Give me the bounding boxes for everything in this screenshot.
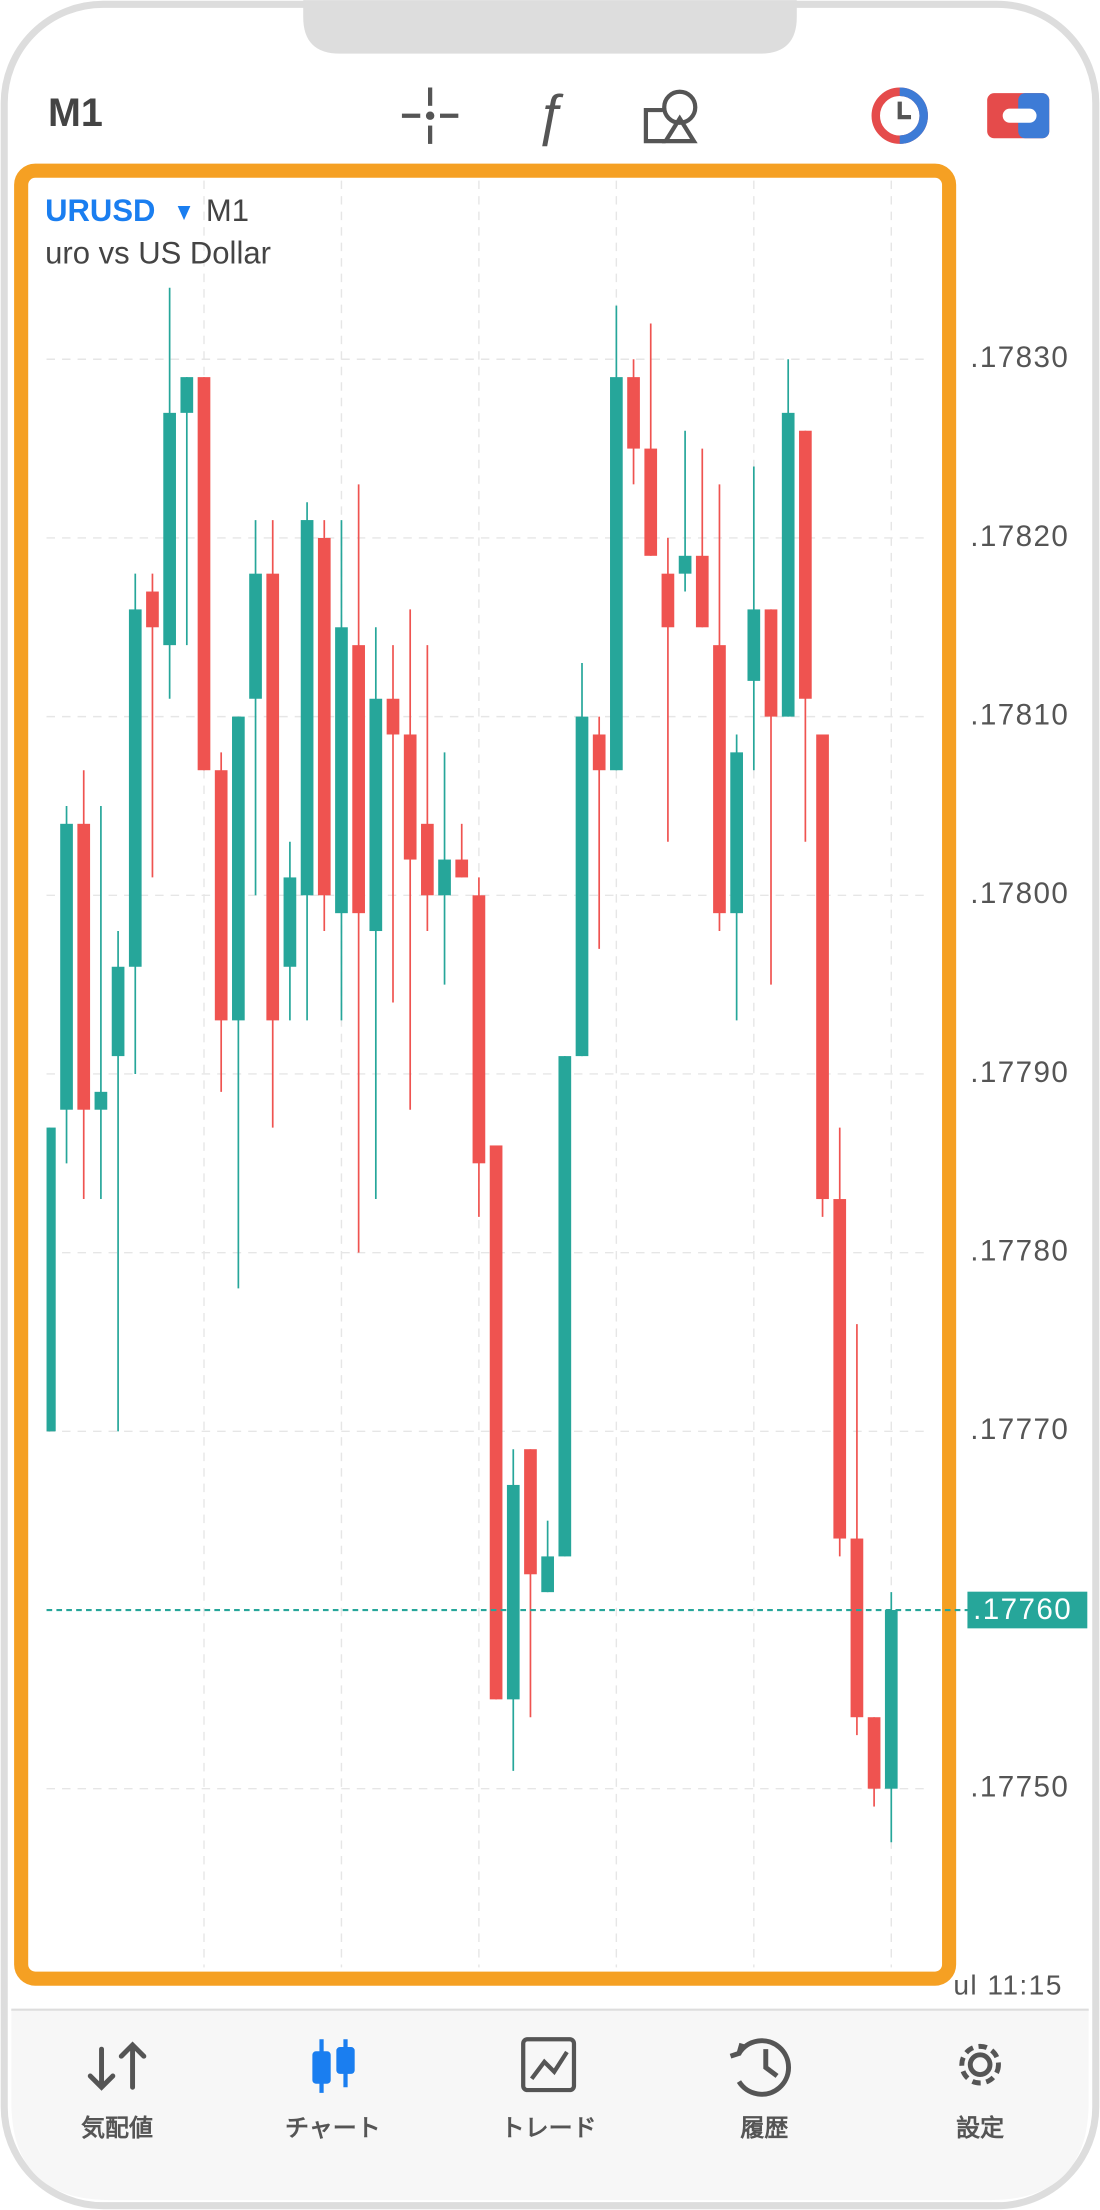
y-tick-label: .17820 — [970, 520, 1069, 553]
highlight-frame — [14, 163, 957, 1986]
candle-body — [730, 752, 743, 914]
candle-body — [317, 537, 331, 896]
candle-body — [833, 1199, 847, 1539]
candle-body — [403, 734, 417, 860]
candle-body — [695, 555, 709, 628]
crosshair-icon[interactable] — [401, 87, 459, 144]
symbol[interactable]: URUSD — [45, 193, 155, 228]
candle-body — [455, 859, 469, 878]
y-tick-label: .17800 — [970, 877, 1069, 910]
symbol-description: uro vs US Dollar — [45, 236, 271, 271]
candle-body — [232, 716, 245, 1021]
candle-body — [46, 1127, 56, 1432]
settings-icon[interactable] — [959, 2043, 1001, 2086]
candle-body — [335, 627, 348, 914]
trade-toggle-icon[interactable] — [987, 93, 1050, 139]
x-axis-label: ul 11:15 — [953, 1969, 1062, 2001]
y-tick-label: .17770 — [970, 1413, 1069, 1446]
candle-body — [644, 448, 658, 556]
candle-body — [764, 609, 778, 717]
y-tick-label: .17750 — [970, 1771, 1069, 1804]
candle-body — [661, 573, 675, 628]
candle-body — [266, 573, 280, 1021]
candle-body — [180, 377, 194, 413]
candle-body — [146, 591, 159, 628]
candle-body — [249, 573, 262, 699]
candle-body — [610, 377, 623, 771]
candle-body — [386, 698, 400, 735]
notch — [303, 0, 797, 54]
candle-body — [575, 716, 589, 1057]
candle-body — [283, 877, 297, 967]
candle-body — [300, 520, 314, 896]
tab-label[interactable]: 気配値 — [81, 2114, 153, 2142]
candle-body — [214, 770, 228, 1021]
candle-body — [77, 823, 91, 1110]
tab-label[interactable]: 設定 — [956, 2114, 1004, 2142]
candle-body — [352, 645, 365, 914]
candle-body — [60, 823, 73, 1110]
last-price-label: .17760 — [973, 1593, 1072, 1626]
candle-body — [438, 859, 451, 896]
chart-timeframe: M1 — [206, 193, 249, 228]
trade-icon[interactable] — [521, 2037, 577, 2093]
candle-body — [369, 698, 383, 932]
chart-icon[interactable] — [312, 2039, 355, 2093]
candle-body — [747, 609, 761, 681]
candle-body — [850, 1538, 864, 1718]
y-tick-label: .17810 — [970, 698, 1069, 731]
candle-body — [781, 412, 795, 717]
tab-bar — [11, 2009, 1089, 2201]
symbol-dropdown[interactable] — [177, 205, 191, 221]
candle-body — [489, 1145, 503, 1700]
quotes-icon[interactable] — [87, 2041, 147, 2091]
y-tick-label: .17780 — [970, 1234, 1069, 1267]
candle-body — [816, 734, 829, 1200]
candle-body — [799, 430, 812, 699]
y-tick-label: .17830 — [970, 341, 1069, 374]
last-price-box — [967, 1591, 1088, 1629]
candle-body — [678, 555, 692, 574]
candle-body — [867, 1717, 881, 1789]
tab-label[interactable]: トレード — [501, 2115, 597, 2142]
candle-body — [713, 645, 726, 914]
candle-body — [94, 1091, 108, 1110]
candle-body — [884, 1610, 898, 1789]
candle-body — [524, 1449, 537, 1575]
candle-body — [421, 823, 434, 896]
chart-plot — [31, 180, 938, 1968]
candle-body — [592, 734, 606, 771]
candle-body — [541, 1556, 554, 1593]
candle-body — [558, 1056, 572, 1557]
candles — [46, 287, 898, 1843]
candle-body — [627, 377, 640, 449]
candle-body — [472, 895, 486, 1164]
candle-body — [197, 377, 211, 771]
tab-label[interactable]: 履歴 — [740, 2115, 788, 2142]
y-tick-label: .17790 — [970, 1056, 1069, 1089]
toolbar-timeframe[interactable]: M1 — [48, 91, 103, 135]
candle-body — [163, 412, 176, 646]
candle-body — [128, 609, 142, 967]
one-click-icon[interactable] — [871, 87, 928, 144]
tab-label[interactable]: チャート — [285, 2115, 381, 2142]
history-icon[interactable] — [729, 2038, 791, 2097]
candle-body — [506, 1484, 520, 1700]
objects-icon[interactable] — [643, 89, 698, 144]
indicators-icon[interactable]: ƒ — [534, 82, 565, 146]
candle-body — [111, 966, 125, 1057]
